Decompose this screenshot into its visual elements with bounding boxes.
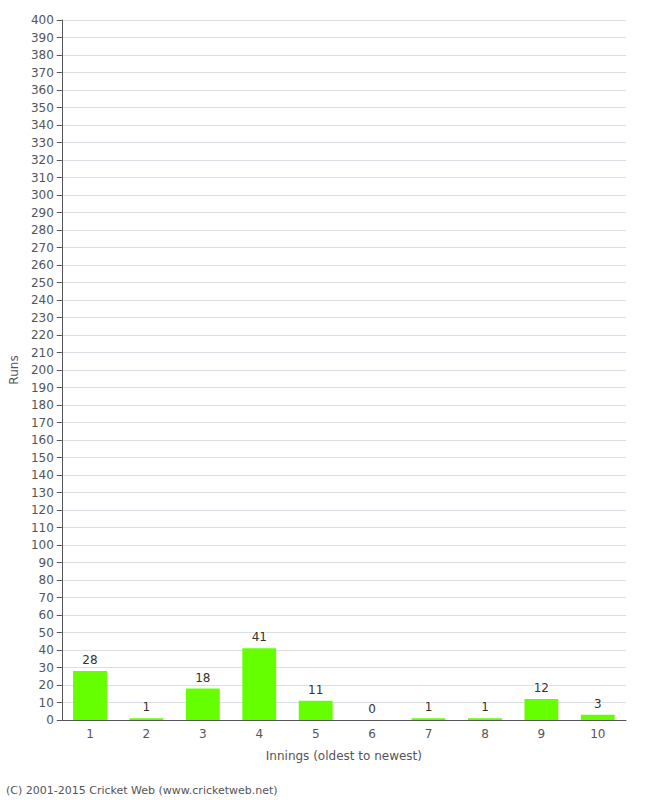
svg-text:Runs: Runs	[7, 355, 21, 384]
svg-text:0: 0	[46, 713, 54, 727]
svg-text:6: 6	[368, 727, 376, 741]
svg-text:41: 41	[252, 630, 267, 644]
svg-text:20: 20	[39, 678, 54, 692]
svg-text:Innings (oldest to newest): Innings (oldest to newest)	[266, 749, 422, 763]
svg-text:350: 350	[31, 101, 54, 115]
svg-text:190: 190	[31, 381, 54, 395]
svg-text:80: 80	[39, 573, 54, 587]
svg-text:260: 260	[31, 258, 54, 272]
svg-text:300: 300	[31, 188, 54, 202]
svg-text:1: 1	[481, 700, 489, 714]
svg-text:400: 400	[31, 13, 54, 27]
svg-text:150: 150	[31, 451, 54, 465]
svg-text:10: 10	[590, 727, 605, 741]
svg-text:90: 90	[39, 556, 54, 570]
svg-text:1: 1	[425, 700, 433, 714]
svg-text:390: 390	[31, 31, 54, 45]
svg-text:290: 290	[31, 206, 54, 220]
svg-text:1: 1	[143, 700, 151, 714]
svg-text:8: 8	[481, 727, 489, 741]
svg-text:5: 5	[312, 727, 320, 741]
svg-text:270: 270	[31, 241, 54, 255]
svg-text:2: 2	[143, 727, 151, 741]
svg-text:3: 3	[199, 727, 207, 741]
svg-text:12: 12	[534, 681, 549, 695]
svg-text:4: 4	[255, 727, 263, 741]
svg-text:(C) 2001-2015 Cricket Web (www: (C) 2001-2015 Cricket Web (www.cricketwe…	[6, 784, 278, 797]
svg-text:0: 0	[368, 702, 376, 716]
svg-text:18: 18	[195, 671, 210, 685]
svg-text:11: 11	[308, 683, 323, 697]
svg-text:250: 250	[31, 276, 54, 290]
svg-text:340: 340	[31, 118, 54, 132]
svg-text:60: 60	[39, 608, 54, 622]
svg-text:210: 210	[31, 346, 54, 360]
svg-text:140: 140	[31, 468, 54, 482]
svg-text:180: 180	[31, 398, 54, 412]
svg-text:50: 50	[39, 626, 54, 640]
svg-text:30: 30	[39, 661, 54, 675]
svg-text:3: 3	[594, 697, 602, 711]
svg-text:380: 380	[31, 48, 54, 62]
svg-text:310: 310	[31, 171, 54, 185]
svg-text:70: 70	[39, 591, 54, 605]
svg-text:120: 120	[31, 503, 54, 517]
svg-text:100: 100	[31, 538, 54, 552]
svg-text:40: 40	[39, 643, 54, 657]
svg-text:1: 1	[86, 727, 94, 741]
svg-text:360: 360	[31, 83, 54, 97]
svg-text:200: 200	[31, 363, 54, 377]
svg-text:28: 28	[82, 653, 97, 667]
svg-text:320: 320	[31, 153, 54, 167]
svg-text:160: 160	[31, 433, 54, 447]
svg-text:220: 220	[31, 328, 54, 342]
svg-text:130: 130	[31, 486, 54, 500]
svg-text:330: 330	[31, 136, 54, 150]
svg-text:240: 240	[31, 293, 54, 307]
svg-text:230: 230	[31, 311, 54, 325]
svg-text:10: 10	[39, 696, 54, 710]
svg-text:7: 7	[425, 727, 433, 741]
svg-text:370: 370	[31, 66, 54, 80]
svg-text:280: 280	[31, 223, 54, 237]
svg-text:170: 170	[31, 416, 54, 430]
svg-text:9: 9	[538, 727, 546, 741]
svg-text:110: 110	[31, 521, 54, 535]
